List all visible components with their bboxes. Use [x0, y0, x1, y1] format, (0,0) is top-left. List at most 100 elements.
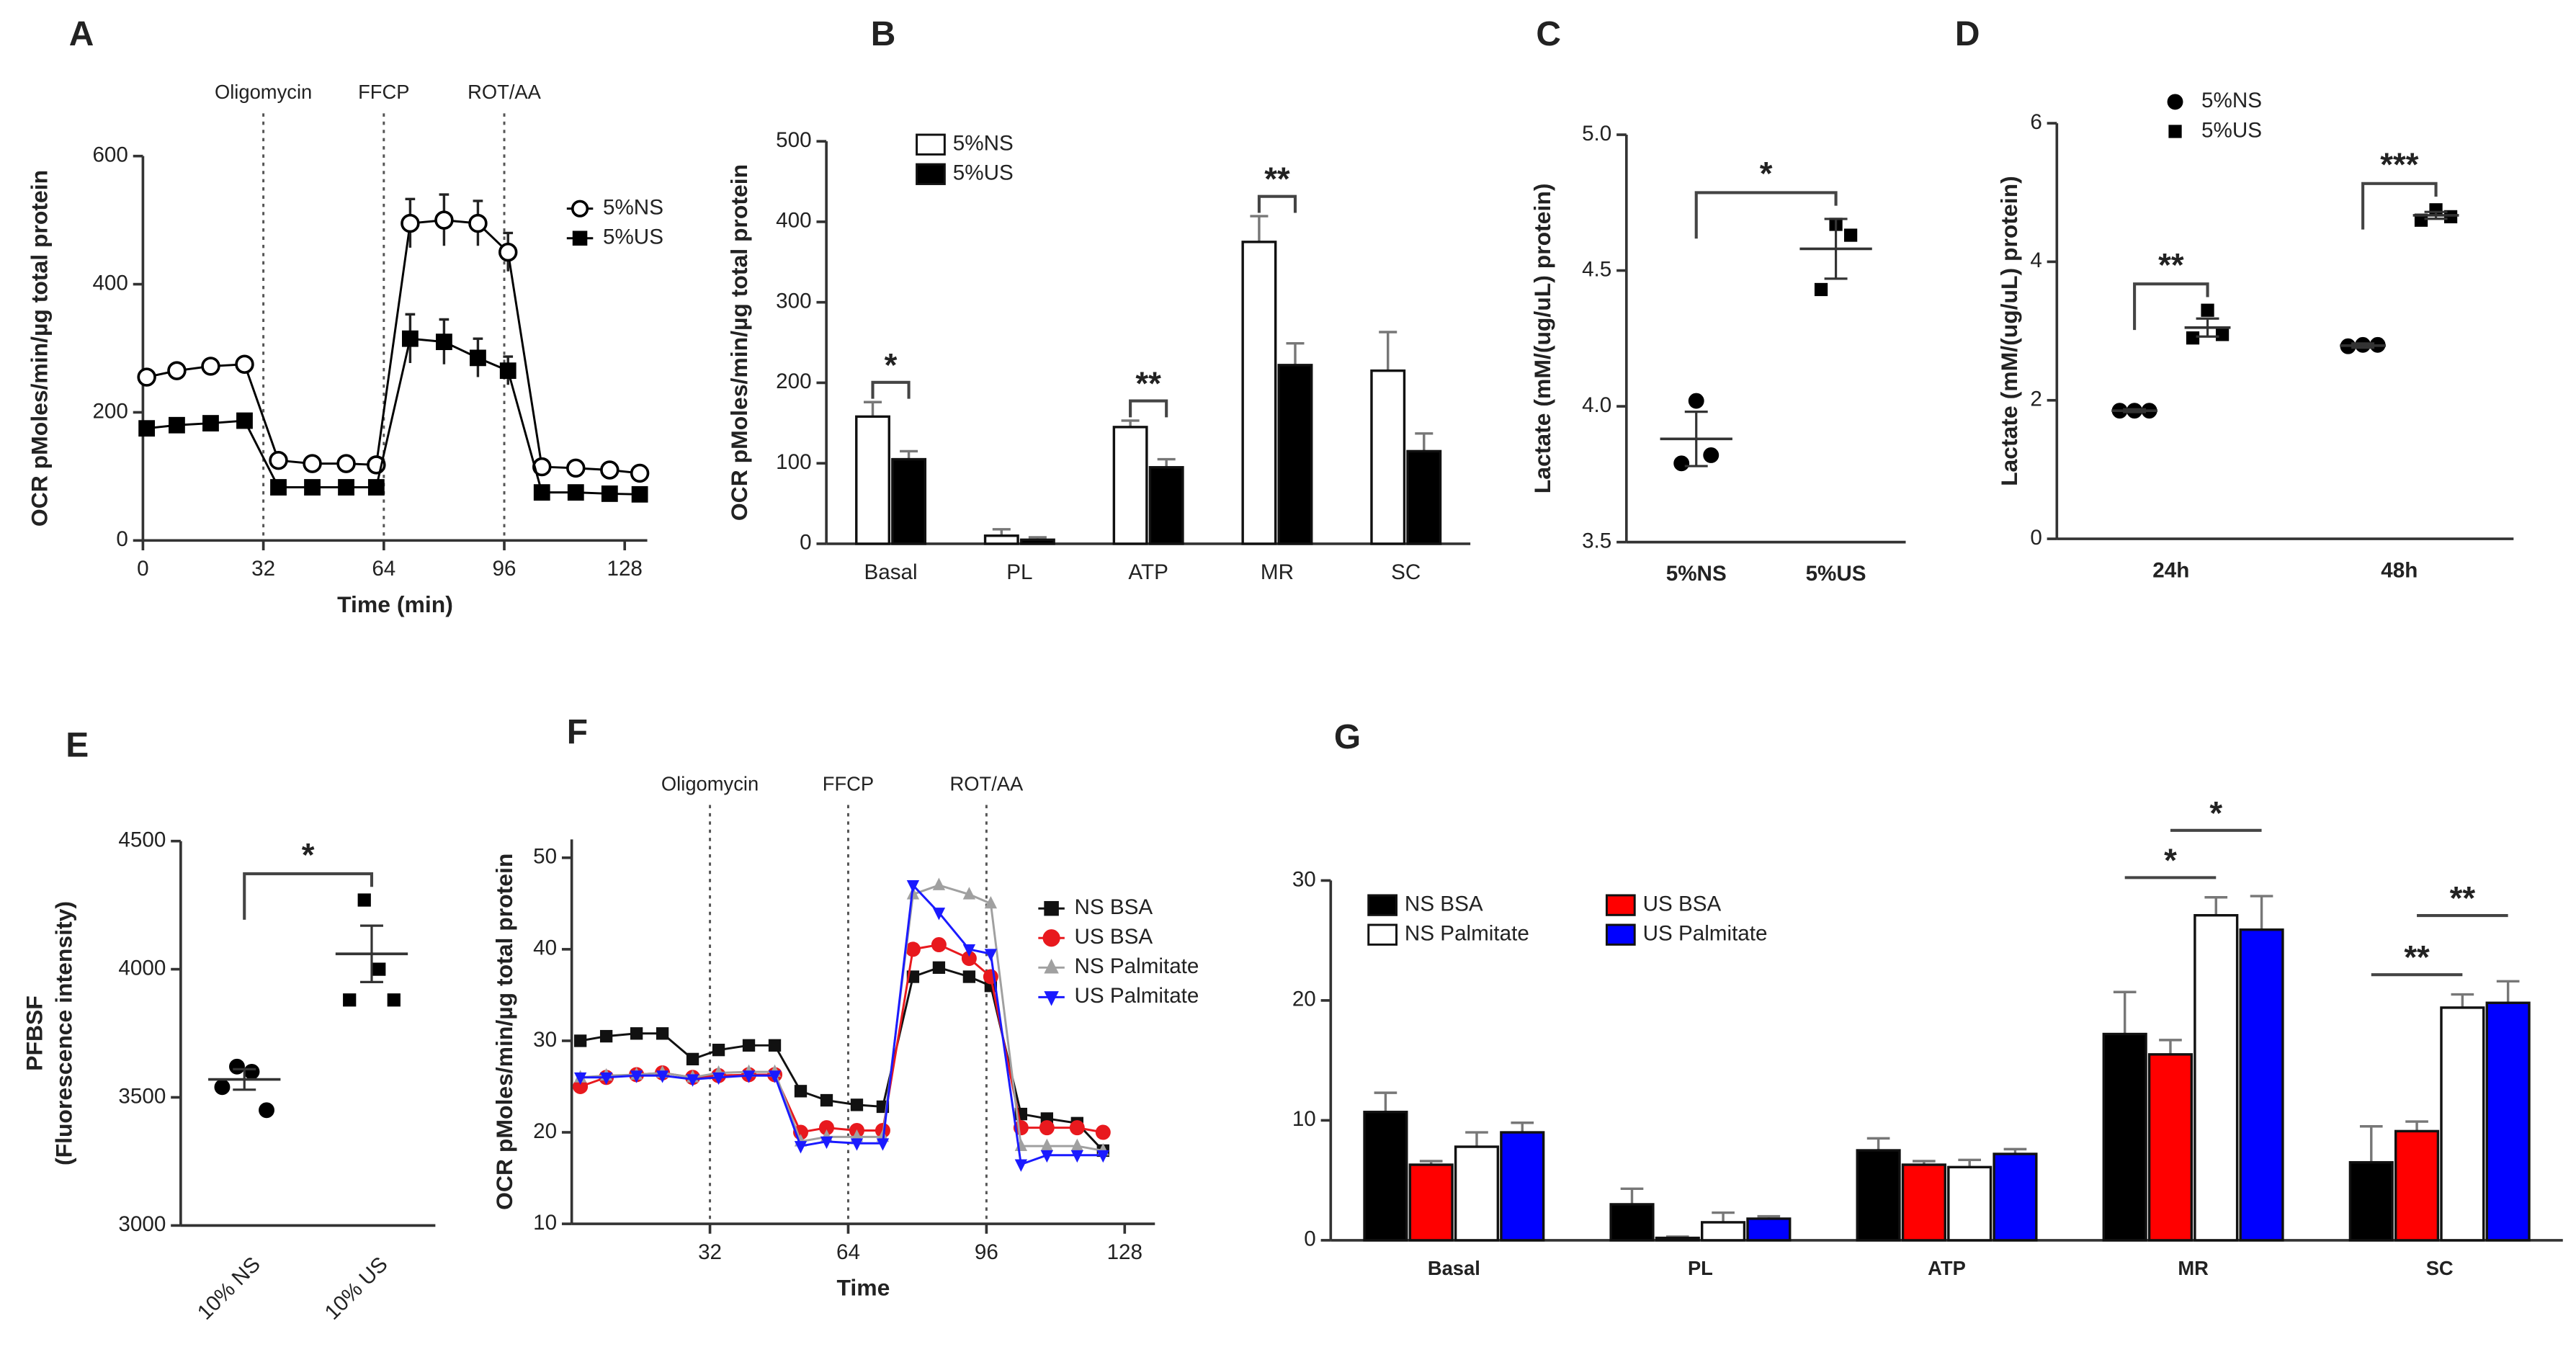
data-point [436, 333, 452, 351]
x-tick-label: SC [1391, 560, 1421, 584]
significance-label: * [2164, 842, 2177, 879]
error-bar [1511, 1122, 1534, 1133]
y-tick-label: 6 [2030, 110, 2041, 134]
data-point [498, 242, 518, 262]
legend-marker [2168, 125, 2182, 138]
significance-label: ** [1264, 161, 1290, 197]
data-point [742, 1070, 756, 1083]
legend-label: 5%US [2201, 118, 2262, 142]
panel-letter: G [1334, 718, 1361, 756]
event-label: Oligomycin [661, 772, 759, 794]
x-tick-label: 0 [137, 557, 148, 581]
data-point [357, 893, 371, 907]
data-point [1688, 393, 1704, 409]
data-point [794, 1141, 808, 1154]
bar [1148, 466, 1184, 545]
legend-marker [2167, 94, 2183, 110]
y-axis-label: PFBSF [22, 995, 48, 1071]
y-tick-label: 0 [1304, 1227, 1315, 1251]
event-label: Oligomycin [215, 81, 312, 103]
y-tick-label: 0 [2030, 526, 2041, 550]
significance-label: * [2209, 794, 2222, 831]
data-point [167, 361, 187, 380]
data-point [1069, 1120, 1085, 1136]
sem-bar [2196, 317, 2219, 338]
bar [891, 457, 927, 545]
data-point [742, 1039, 756, 1052]
bar [1655, 1236, 1700, 1242]
data-point [932, 877, 946, 890]
significance-bracket [1129, 399, 1168, 418]
data-point [1814, 282, 1828, 297]
data-point [1096, 1150, 1109, 1163]
legend-marker [572, 230, 588, 246]
data-point [656, 1070, 669, 1083]
sem-bar [233, 1067, 256, 1091]
series-line [146, 337, 640, 496]
data-point [1040, 1150, 1054, 1163]
data-point [850, 1098, 864, 1111]
data-point [573, 1034, 587, 1047]
error-bar [1250, 215, 1269, 242]
sem-bar [360, 924, 383, 983]
error-bar [1620, 1187, 1644, 1204]
y-tick-label: 400 [776, 209, 811, 233]
data-point [932, 908, 946, 921]
bar [1406, 449, 1442, 545]
event-label: FFCP [358, 81, 409, 103]
x-tick-label: 5%US [1806, 562, 1866, 586]
legend-swatch [1367, 923, 1398, 946]
data-point [2429, 203, 2443, 217]
error-bar [1465, 1131, 1488, 1147]
x-tick-label: ATP [1128, 560, 1168, 584]
data-point [1673, 455, 1690, 472]
data-point [533, 484, 550, 501]
data-point [202, 415, 219, 431]
data-point [214, 1079, 231, 1096]
data-point [931, 937, 947, 953]
data-point [2414, 213, 2428, 227]
y-tick-label: 50 [533, 845, 557, 869]
data-point [686, 1074, 699, 1087]
x-tick-label: 32 [251, 557, 275, 581]
y-tick-label: 4500 [118, 828, 166, 852]
panel-letter: B [871, 15, 896, 53]
legend-marker [1044, 900, 1059, 916]
error-bar [1157, 457, 1176, 467]
event-label: FFCP [823, 772, 874, 794]
legend-label: NS BSA [1075, 895, 1153, 919]
bar [1363, 1111, 1408, 1242]
data-point [169, 416, 185, 434]
event-label: ROT/AA [949, 772, 1024, 794]
sem-bar [2424, 210, 2448, 220]
data-point [338, 479, 354, 496]
significance-bracket [2133, 282, 2209, 331]
significance-label: ** [1135, 365, 1161, 402]
x-tick-label: 48h [2381, 559, 2418, 583]
error-bar [1379, 331, 1397, 371]
data-point [235, 354, 254, 374]
error-bar [2496, 980, 2520, 1003]
x-tick-label: Basal [864, 560, 917, 584]
x-tick-label: 32 [698, 1240, 722, 1264]
x-tick-label: SC [2426, 1257, 2454, 1279]
data-point [1070, 1138, 1083, 1152]
data-point [1040, 1138, 1054, 1152]
legend-label: 5%NS [603, 195, 663, 219]
data-point [712, 1072, 725, 1085]
data-point [201, 357, 220, 376]
data-point [1095, 1124, 1111, 1140]
data-point [1703, 447, 1719, 463]
significance-label: ** [2404, 939, 2430, 976]
bar [1277, 364, 1313, 545]
legend-swatch [916, 133, 946, 156]
data-point [932, 961, 946, 974]
data-point [138, 420, 156, 437]
bar [2440, 1006, 2485, 1242]
significance-bracket [2361, 182, 2438, 230]
legend-label: NS Palmitate [1075, 954, 1199, 978]
y-tick-label: 30 [533, 1028, 557, 1052]
x-tick-label: MR [2178, 1257, 2209, 1279]
error-bar [1712, 1211, 1735, 1222]
y-axis-label: (Fluorescence intensity) [51, 901, 77, 1165]
